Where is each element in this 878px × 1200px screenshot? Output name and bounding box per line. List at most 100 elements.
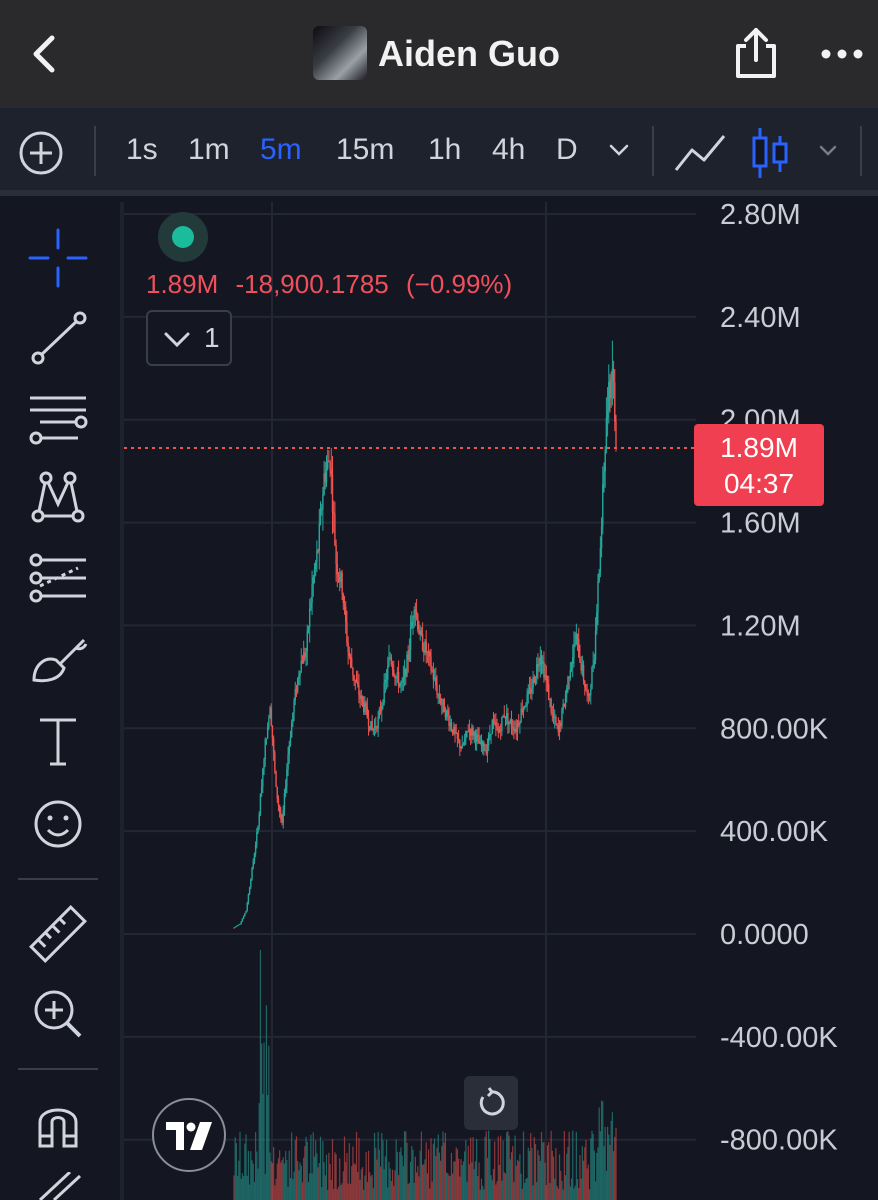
magnet-icon[interactable] xyxy=(26,1092,90,1156)
interval-1h[interactable]: 1h xyxy=(428,133,462,166)
volume-bar xyxy=(285,1150,287,1200)
candle-body xyxy=(401,681,403,683)
candle-body xyxy=(333,512,335,514)
volume-bar xyxy=(454,1161,456,1200)
candle-body xyxy=(436,685,438,695)
fib-levels-icon[interactable] xyxy=(26,386,90,450)
volume-bar xyxy=(549,1183,551,1200)
interval-1s[interactable]: 1s xyxy=(126,133,158,166)
volume-bar xyxy=(245,1134,247,1200)
volume-bar xyxy=(322,1141,324,1200)
candle-body xyxy=(405,668,407,677)
candle-body xyxy=(534,677,537,683)
volume-bar xyxy=(337,1186,340,1200)
volume-bar xyxy=(415,1172,418,1200)
volume-bar xyxy=(492,1168,495,1200)
volume-bar xyxy=(279,1150,281,1200)
text-icon[interactable] xyxy=(26,708,90,772)
ruler-icon[interactable] xyxy=(26,902,90,966)
volume-bar xyxy=(401,1155,403,1200)
volume-bar xyxy=(602,1101,604,1200)
market-status-icon[interactable] xyxy=(158,212,208,262)
volume-bar xyxy=(251,1160,253,1200)
candle-body xyxy=(354,679,357,681)
interval-D[interactable]: D xyxy=(556,133,578,166)
volume-bar xyxy=(426,1173,429,1200)
candle-body xyxy=(347,642,349,653)
candle-body xyxy=(270,707,272,726)
indicators-toggle-button[interactable]: 1 xyxy=(146,310,232,366)
chart-pane[interactable]: 2.80M 2.40M 2.00M 1.60M 1.20M 800.00K 400.00K 0… xyxy=(120,202,878,1200)
candle-body xyxy=(406,654,408,677)
volume-bar xyxy=(532,1185,534,1200)
toolbar-divider xyxy=(652,126,654,176)
chart-style-dropdown-icon[interactable] xyxy=(818,144,838,158)
candle-body xyxy=(543,661,545,678)
trend-line-icon[interactable] xyxy=(26,306,90,370)
volume-bar xyxy=(238,1160,240,1200)
more-icon[interactable] xyxy=(820,40,864,68)
candle-body xyxy=(275,771,277,787)
candle-body xyxy=(481,742,484,746)
candle-body xyxy=(545,675,548,680)
emoji-icon[interactable] xyxy=(26,792,90,856)
volume-bar xyxy=(448,1175,450,1200)
candle-body xyxy=(389,657,391,659)
candle-body xyxy=(330,469,333,475)
volume-bar xyxy=(584,1147,586,1200)
projection-icon[interactable] xyxy=(26,546,90,610)
candle-body xyxy=(280,812,282,819)
reset-chart-button[interactable] xyxy=(464,1076,518,1130)
volume-bar xyxy=(482,1185,484,1200)
tradingview-logo[interactable] xyxy=(152,1098,226,1172)
volume-bar xyxy=(333,1188,335,1200)
share-icon[interactable] xyxy=(730,26,782,80)
candle-body xyxy=(513,728,515,732)
interval-5m[interactable]: 5m xyxy=(260,133,302,166)
add-symbol-icon[interactable] xyxy=(18,130,64,176)
volume-bar xyxy=(276,1163,278,1200)
candle-body xyxy=(561,709,563,726)
candle-body xyxy=(426,652,429,654)
volume-bar xyxy=(520,1173,522,1200)
candle-body xyxy=(302,652,305,664)
volume-bar xyxy=(361,1167,364,1200)
candle-body xyxy=(528,688,531,692)
interval-15m[interactable]: 15m xyxy=(336,133,395,166)
pattern-icon[interactable] xyxy=(26,466,90,530)
candle-body xyxy=(533,676,536,683)
volume-bar xyxy=(503,1172,505,1200)
pencil-icon[interactable] xyxy=(26,1172,90,1200)
candle-body xyxy=(487,734,490,746)
line-chart-icon[interactable] xyxy=(674,132,726,174)
candle-body xyxy=(575,633,578,644)
candle-body xyxy=(569,669,572,679)
back-arrow-icon[interactable] xyxy=(22,30,70,78)
candle-body xyxy=(495,722,497,727)
price-chart[interactable]: 2.80M2.40M2.00M1.60M1.20M800.00K400.00K0… xyxy=(124,202,878,1200)
avatar[interactable] xyxy=(313,26,367,80)
volume-bar xyxy=(501,1180,503,1200)
candlestick-icon[interactable] xyxy=(750,126,790,180)
volume-bar xyxy=(287,1186,289,1200)
candle-body xyxy=(493,721,496,723)
candle-body xyxy=(423,650,425,653)
interval-dropdown-icon[interactable] xyxy=(608,142,630,158)
candle-body xyxy=(510,719,513,728)
interval-4h[interactable]: 4h xyxy=(492,133,526,166)
volume-bar xyxy=(586,1168,588,1200)
candle-body xyxy=(248,887,251,895)
candle-body xyxy=(320,509,323,511)
interval-1m[interactable]: 1m xyxy=(188,133,230,166)
zoom-in-icon[interactable] xyxy=(26,982,90,1046)
candle-body xyxy=(609,381,611,399)
volume-bar xyxy=(244,1143,246,1200)
candle-body xyxy=(257,825,259,833)
crosshair-icon[interactable] xyxy=(26,226,90,290)
candle-body xyxy=(480,741,483,746)
volume-bar xyxy=(342,1171,344,1200)
volume-bar xyxy=(461,1164,463,1200)
brush-icon[interactable] xyxy=(26,626,90,690)
candle-body xyxy=(524,706,526,708)
volume-bar xyxy=(558,1154,561,1200)
